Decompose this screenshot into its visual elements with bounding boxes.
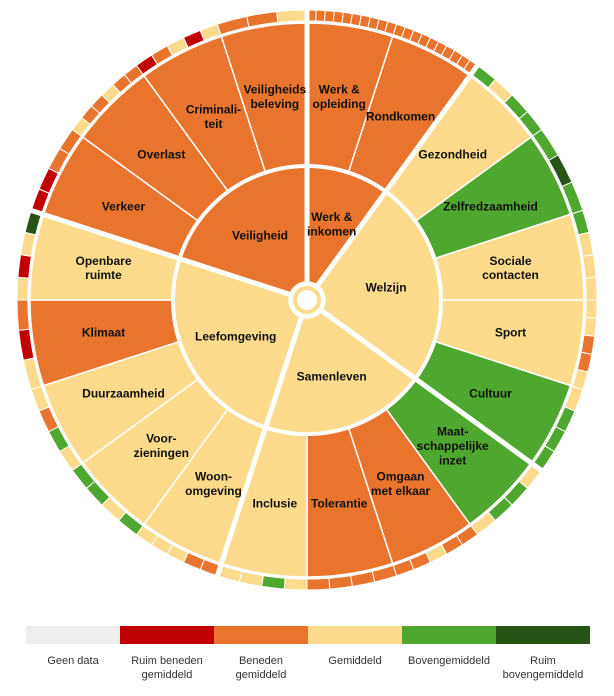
legend-item-geen-data: Geen data xyxy=(26,626,120,668)
indicator-segment[interactable] xyxy=(584,299,598,319)
subtopic-label-criminali-teit: Criminali-teit xyxy=(186,103,241,131)
center-ring xyxy=(293,286,321,314)
legend-swatch xyxy=(308,626,402,644)
legend: Geen data Ruim beneden gemiddeld Beneden g… xyxy=(0,620,614,696)
subtopic-label-openbare-ruimte: Openbare ruimte xyxy=(75,254,131,282)
category-label-samenleven: Samenleven xyxy=(297,369,367,383)
subtopic-label-verkeer: Verkeer xyxy=(102,200,146,214)
subtopic-label-inclusie: Inclusie xyxy=(252,497,297,511)
legend-label: Ruim beneden gemiddeld xyxy=(131,655,203,681)
subtopic-label-klimaat: Klimaat xyxy=(82,325,125,339)
indicator-segment[interactable] xyxy=(315,9,326,23)
legend-item-bovengemiddeld: Bovengemiddeld xyxy=(402,626,496,668)
subtopic-label-veiligheids-beleving: Veiligheids beleving xyxy=(243,83,306,111)
category-separator xyxy=(29,207,291,297)
legend-label: Geen data xyxy=(47,655,99,667)
subtopic-label-woon-omgeving: Woon-omgeving xyxy=(185,470,242,498)
subtopic-label-gezondheid: Gezondheid xyxy=(418,148,487,162)
subtopic-label-maat-schappelijke-inzet: Maat-schappelijke inzet xyxy=(417,425,489,468)
category-separator xyxy=(320,308,544,474)
subtopic-label-voor-zieningen: Voor-zieningen xyxy=(134,432,189,460)
legend-label: Beneden gemiddeld xyxy=(235,655,287,681)
legend-item-ruim-beneden-gemiddeld: Ruim beneden gemiddeld xyxy=(120,626,214,682)
category-label-welzijn: Welzijn xyxy=(365,281,406,295)
legend-swatch xyxy=(120,626,214,644)
subtopic-label-overlast: Overlast xyxy=(137,148,185,162)
legend-swatch xyxy=(26,626,120,644)
indicator-segment[interactable] xyxy=(283,577,308,591)
legend-swatch xyxy=(214,626,308,644)
indicator-segment[interactable] xyxy=(323,10,335,23)
category-separator xyxy=(315,63,481,287)
legend-label: Gemiddeld xyxy=(328,655,382,667)
subtopic-label-duurzaamheid: Duurzaamheid xyxy=(82,387,165,401)
indicator-segment[interactable] xyxy=(16,276,30,301)
legend-swatch xyxy=(402,626,496,644)
subtopic-ring xyxy=(29,22,585,578)
legend-item-ruim-bovengemiddeld: Ruim bovengemiddeld xyxy=(496,626,590,682)
subtopic-label-werk-en-opleiding: Werk & opleiding xyxy=(313,83,366,111)
subtopic-label-zelfredzaamheid: Zelfredzaamheid xyxy=(443,200,538,214)
subtopic-label-tolerantie: Tolerantie xyxy=(311,497,368,511)
subtopic-label-sport: Sport xyxy=(495,325,526,339)
separator-lines xyxy=(29,9,544,578)
subtopic-label-omgaan-met-elkaar: Omgaan met elkaar xyxy=(371,470,431,498)
legend-swatch xyxy=(496,626,590,644)
legend-item-gemiddeld: Gemiddeld xyxy=(308,626,402,668)
category-label-veiligheid: Veiligheid xyxy=(232,229,288,243)
subtopic-label-sociale-contacten: Sociale contacten xyxy=(482,254,539,282)
indicator-segment[interactable] xyxy=(306,577,331,591)
indicator-ring xyxy=(16,9,598,591)
indicator-segment[interactable] xyxy=(584,276,598,301)
category-label-leefomgeving: Leefomgeving xyxy=(195,330,276,344)
subtopic-label-cultuur: Cultuur xyxy=(469,387,512,401)
legend-label: Ruim bovengemiddeld xyxy=(502,655,584,681)
category-separator xyxy=(214,316,304,578)
subtopic-label-rondkomen: Rondkomen xyxy=(366,110,435,124)
legend-item-beneden-gemiddeld: Beneden gemiddeld xyxy=(214,626,308,682)
category-label-werk-en-inkomen: Werk & inkomen xyxy=(307,210,356,238)
legend-label: Bovengemiddeld xyxy=(408,655,490,667)
